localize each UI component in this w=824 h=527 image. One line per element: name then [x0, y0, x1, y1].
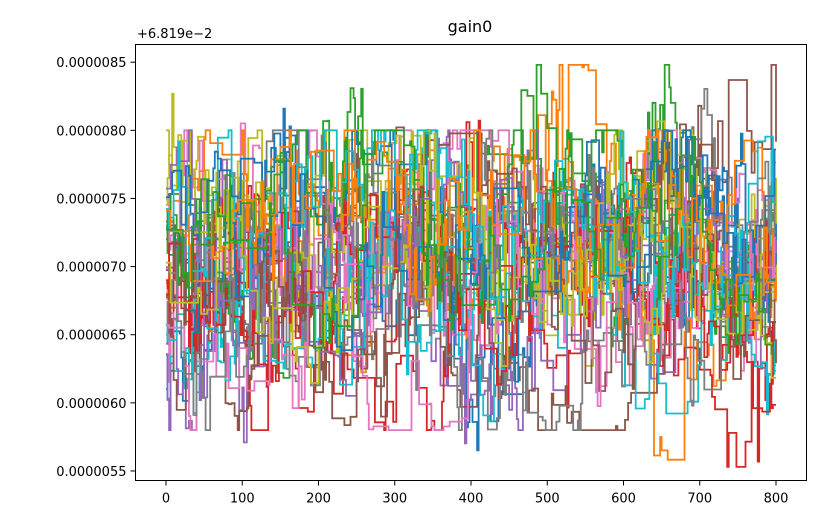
y-offset-label: +6.819e−2 — [137, 27, 212, 42]
y-tick-label: 0.0000080 — [56, 124, 126, 139]
x-tick-label: 0 — [162, 492, 170, 507]
y-tick-label: 0.0000065 — [56, 329, 126, 344]
y-tick-label: 0.0000085 — [56, 56, 126, 71]
x-tick-label: 100 — [230, 492, 255, 507]
x-tick-label: 500 — [535, 492, 560, 507]
x-axis: 0 100 200 300 400 500 600 700 800 — [162, 480, 789, 507]
series-line — [166, 122, 776, 394]
x-tick-label: 400 — [459, 492, 484, 507]
x-tick-label: 300 — [382, 492, 407, 507]
series-line — [166, 169, 776, 431]
x-tick-label: 600 — [611, 492, 636, 507]
chart-title: gain0 — [448, 17, 493, 36]
y-tick-label: 0.0000060 — [56, 397, 126, 412]
series-line — [166, 129, 776, 320]
series-line — [166, 129, 777, 426]
y-axis: 0.0000055 0.0000060 0.0000065 0.0000070 0.00… — [56, 56, 136, 480]
series-lines — [166, 64, 777, 468]
series-line — [166, 129, 776, 355]
x-tick-label: 800 — [764, 492, 789, 507]
y-tick-label: 0.0000055 — [56, 465, 126, 480]
plot-area — [135, 44, 807, 481]
y-tick-label: 0.0000075 — [56, 192, 126, 207]
y-tick-label: 0.0000070 — [56, 261, 126, 276]
series-line — [166, 188, 776, 422]
x-tick-label: 200 — [306, 492, 331, 507]
x-tick-label: 700 — [687, 492, 712, 507]
